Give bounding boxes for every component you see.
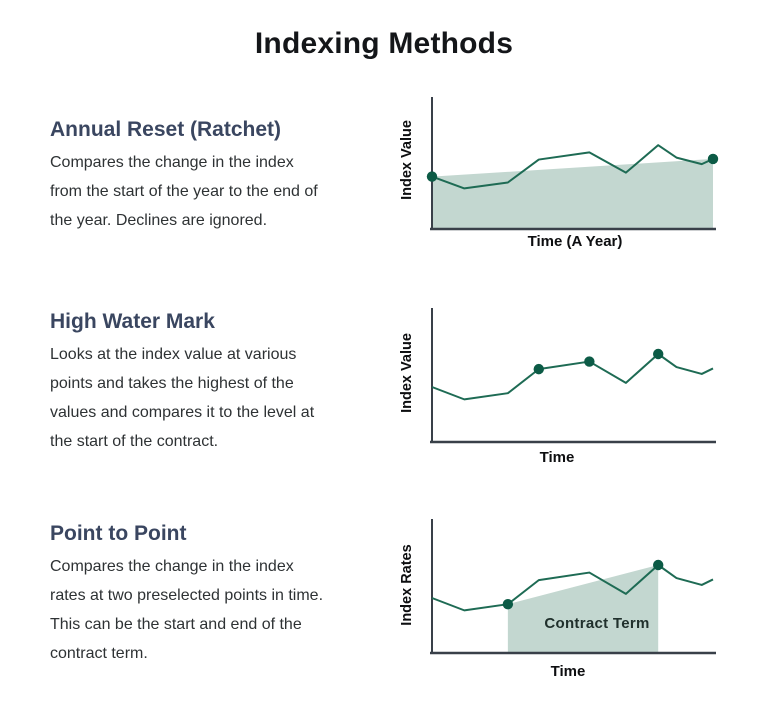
chart-geometry	[426, 97, 719, 231]
annual-reset-chart: Index Value Time (A Year)	[399, 97, 719, 250]
high-water-mark-chart: Index Value Time	[399, 308, 716, 466]
point-to-point-chart: Index Rates Time Contract Term	[399, 519, 716, 680]
shaded-area	[507, 565, 659, 652]
y-axis-label: Index Rates	[399, 544, 415, 625]
shaded-area	[432, 158, 713, 228]
marker-dot	[502, 598, 514, 610]
chart-geometry	[430, 308, 716, 444]
section-heading-high-water-mark: High Water Mark	[50, 310, 215, 333]
marker-dot	[533, 363, 544, 375]
section-body-point-to-point: Compares the change in the index rates a…	[50, 558, 324, 662]
x-axis-label: Time	[551, 663, 586, 680]
section-body-high-water-mark: Looks at the index value at various poin…	[50, 346, 315, 450]
y-axis-label: Index Value	[399, 120, 415, 200]
section-heading-point-to-point: Point to Point	[50, 522, 187, 545]
x-axis-label: Time	[540, 449, 575, 466]
section-body-annual-reset: Compares the change in the index from th…	[50, 154, 318, 229]
marker-dot	[426, 171, 438, 182]
contract-term-label: Contract Term	[544, 615, 649, 632]
x-axis-label: Time (A Year)	[528, 233, 623, 250]
marker-dot	[653, 559, 664, 571]
marker-dot	[653, 348, 664, 360]
index-line	[431, 353, 714, 401]
index-line	[431, 564, 714, 612]
chart-geometry	[430, 519, 716, 655]
marker-dot	[707, 153, 719, 165]
marker-dot	[584, 356, 595, 367]
section-heading-annual-reset: Annual Reset (Ratchet)	[50, 118, 282, 141]
index-line	[431, 144, 714, 190]
page-title: Indexing Methods	[254, 27, 514, 60]
y-axis-label: Index Value	[399, 333, 415, 413]
